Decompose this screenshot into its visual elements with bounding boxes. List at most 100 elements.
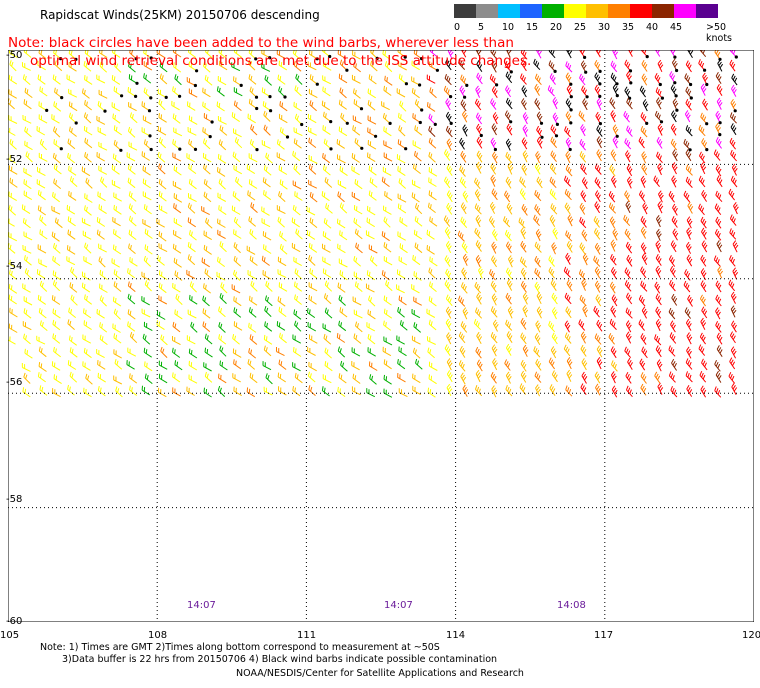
- wind-barb: [460, 216, 468, 229]
- wind-barb: [625, 150, 631, 163]
- wind-barb: [295, 228, 303, 240]
- wind-barb: [250, 280, 258, 292]
- wind-barb: [68, 101, 78, 112]
- wind-barb: [294, 85, 302, 97]
- wind-barb: [564, 126, 571, 138]
- wind-barb: [594, 84, 601, 97]
- wind-barb: [398, 178, 407, 189]
- wind-barb: [37, 294, 46, 305]
- wind-barb: [459, 137, 465, 150]
- wind-barb: [657, 123, 664, 136]
- wind-barb: [428, 167, 438, 177]
- wind-barb: [39, 215, 47, 226]
- wind-barb: [565, 306, 572, 319]
- wind-barb: [683, 190, 691, 203]
- wind-barb: [143, 347, 152, 358]
- wind-barb: [24, 268, 33, 280]
- contamination-dot: [134, 94, 138, 98]
- wind-barb: [398, 295, 407, 306]
- wind-barb: [549, 73, 556, 85]
- wind-barb: [657, 162, 663, 176]
- wind-barb: [144, 228, 153, 239]
- wind-barb: [128, 243, 136, 254]
- wind-barb: [627, 357, 633, 370]
- wind-barb: [700, 254, 707, 267]
- wind-barb: [626, 254, 633, 267]
- contamination-dot: [705, 148, 709, 152]
- wind-barb: [262, 361, 272, 371]
- wind-barb: [321, 191, 330, 202]
- wind-barb: [218, 334, 227, 345]
- footer-note-1: Note: 1) Times are GMT 2)Times along bot…: [40, 642, 440, 653]
- wind-barb: [294, 294, 302, 305]
- wind-barb: [370, 60, 378, 72]
- wind-barb: [520, 59, 527, 72]
- wind-barb: [307, 322, 317, 332]
- wind-barb: [67, 152, 76, 164]
- wind-barb: [367, 88, 376, 99]
- wind-barb: [638, 190, 646, 203]
- wind-barb: [322, 231, 331, 242]
- wind-barb: [291, 217, 300, 228]
- wind-barb: [336, 333, 346, 343]
- wind-barb: [187, 193, 197, 203]
- wind-barb: [624, 86, 631, 99]
- wind-barb: [143, 73, 152, 84]
- wind-barb: [383, 336, 393, 346]
- wind-barb: [99, 283, 108, 293]
- wind-barb: [414, 125, 423, 136]
- wind-barb: [700, 112, 708, 125]
- wind-barb: [51, 295, 61, 305]
- wind-barb: [445, 306, 452, 319]
- wind-barb: [490, 371, 497, 384]
- wind-barb: [685, 318, 692, 331]
- wind-barb: [490, 50, 497, 60]
- wind-barb: [175, 293, 183, 305]
- wind-barb: [36, 269, 46, 279]
- wind-barb: [67, 360, 77, 370]
- wind-barb: [716, 332, 723, 345]
- wind-barb: [655, 318, 662, 332]
- wind-barb: [309, 217, 318, 228]
- wind-barb: [550, 346, 557, 359]
- wind-barb: [337, 179, 347, 189]
- wind-barb: [114, 358, 123, 370]
- wind-barb: [322, 152, 331, 164]
- pass-time-label: 14:07: [187, 600, 216, 611]
- wind-barb: [729, 255, 736, 267]
- wind-barb: [521, 137, 528, 150]
- wind-barb: [414, 203, 423, 215]
- wind-barb: [534, 98, 541, 110]
- wind-barb: [172, 152, 182, 162]
- wind-barb: [367, 100, 376, 111]
- wind-barb: [218, 139, 227, 151]
- wind-barb: [640, 383, 647, 396]
- wind-barb: [685, 98, 692, 111]
- wind-barb: [142, 178, 151, 189]
- wind-barb: [475, 215, 482, 228]
- wind-barb: [475, 85, 482, 98]
- wind-barb: [216, 256, 225, 268]
- wind-barb: [295, 73, 303, 85]
- wind-barb: [294, 113, 303, 125]
- wind-barb: [428, 374, 437, 385]
- wind-barb: [641, 73, 648, 86]
- wind-barb: [593, 255, 601, 267]
- wind-barb: [671, 293, 678, 306]
- wind-barb: [640, 372, 647, 384]
- wind-barb: [218, 306, 226, 318]
- wind-barb: [398, 61, 407, 71]
- wind-barb: [490, 162, 497, 175]
- wind-barb: [505, 267, 513, 280]
- contamination-dot: [449, 95, 453, 99]
- wind-barb: [246, 164, 256, 175]
- wind-barb: [233, 255, 242, 267]
- wind-barb: [399, 100, 407, 112]
- wind-barb: [354, 178, 363, 190]
- contamination-dot: [45, 108, 49, 112]
- wind-barb: [701, 189, 708, 202]
- contamination-dot: [404, 82, 408, 86]
- wind-barb: [324, 280, 333, 292]
- wind-barb: [445, 98, 452, 111]
- wind-barb: [113, 204, 122, 215]
